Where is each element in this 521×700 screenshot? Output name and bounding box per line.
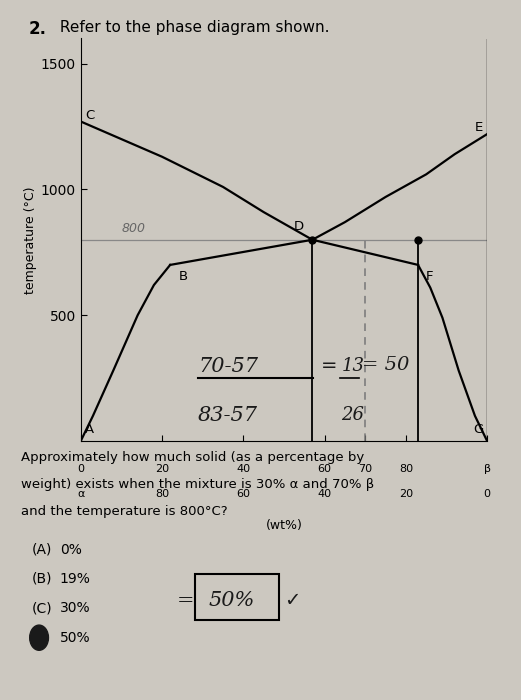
Text: =: = — [320, 356, 337, 375]
Text: 50%: 50% — [60, 631, 91, 645]
Y-axis label: temperature (°C): temperature (°C) — [23, 186, 36, 293]
Text: α: α — [77, 489, 84, 499]
Text: = 50: = 50 — [362, 356, 410, 374]
Text: 80: 80 — [155, 489, 169, 499]
Text: 19%: 19% — [60, 572, 91, 586]
Text: (wt%): (wt%) — [266, 519, 302, 532]
Text: 80: 80 — [399, 463, 413, 474]
Text: 40: 40 — [317, 489, 332, 499]
Text: and the temperature is 800°C?: and the temperature is 800°C? — [21, 505, 228, 518]
Text: (C): (C) — [31, 601, 52, 615]
Text: 800: 800 — [121, 222, 145, 235]
Text: 0: 0 — [483, 489, 491, 499]
Text: C: C — [85, 108, 94, 122]
Text: Refer to the phase diagram shown.: Refer to the phase diagram shown. — [55, 20, 329, 34]
Text: β: β — [483, 463, 491, 474]
Text: 60: 60 — [237, 489, 250, 499]
Text: ✓: ✓ — [284, 592, 300, 610]
Text: 40: 40 — [236, 463, 251, 474]
Text: 26: 26 — [341, 406, 364, 424]
Text: A: A — [85, 423, 94, 436]
Text: D: D — [34, 626, 44, 638]
Text: B: B — [178, 270, 188, 283]
Text: 60: 60 — [318, 463, 331, 474]
Text: D: D — [294, 220, 304, 234]
Text: 20: 20 — [399, 489, 413, 499]
Text: =: = — [177, 592, 195, 610]
Text: 0: 0 — [77, 463, 84, 474]
Text: E: E — [475, 121, 483, 134]
Text: 20: 20 — [155, 463, 169, 474]
Text: 2.: 2. — [29, 20, 47, 38]
Text: weight) exists when the mixture is 30% α and 70% β: weight) exists when the mixture is 30% α… — [21, 478, 374, 491]
Text: 83-57: 83-57 — [198, 406, 258, 425]
Text: 70: 70 — [358, 463, 373, 474]
Text: (A): (A) — [31, 542, 52, 556]
Text: G: G — [473, 423, 483, 436]
Text: 50%: 50% — [208, 592, 255, 610]
Text: F: F — [426, 270, 433, 283]
Text: 30%: 30% — [60, 601, 91, 615]
Text: 70-57: 70-57 — [198, 357, 258, 376]
Text: Approximately how much solid (as a percentage by: Approximately how much solid (as a perce… — [21, 452, 364, 465]
Text: 0%: 0% — [60, 542, 82, 556]
Text: (B): (B) — [31, 572, 52, 586]
Text: 13: 13 — [341, 357, 364, 375]
